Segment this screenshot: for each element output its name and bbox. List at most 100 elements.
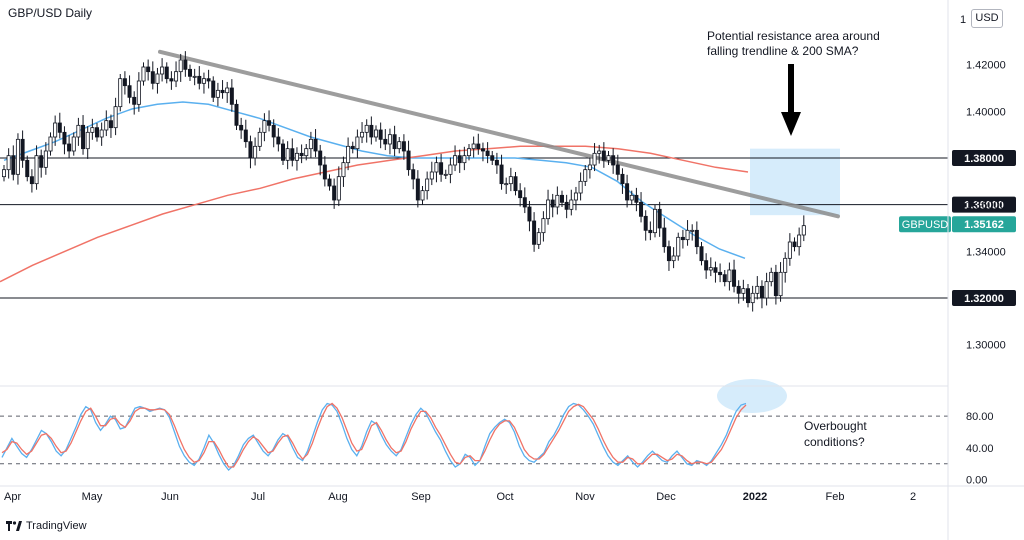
candle-body [620,173,625,185]
candle-body [546,199,551,220]
candle-body [48,136,53,152]
candle-body [676,236,681,257]
annotation-text: Overbought [804,419,867,433]
candle-body [257,131,262,147]
ytick-label: 1 [960,14,966,26]
candle-body [527,206,532,222]
candle-body [206,78,211,82]
candle-body [653,208,658,234]
candle-body [522,197,527,208]
level-label-bg [952,290,1016,306]
candle-body [332,185,337,201]
tradingview-brand[interactable]: TradingView [6,520,87,532]
symbol-badge: GBPUSD [902,219,949,231]
candle-body [71,136,76,152]
candle-body [118,78,123,108]
tradingview-logo-icon [6,521,22,531]
candle-body [480,148,485,152]
candle-body [466,148,471,157]
candle-body [360,131,365,138]
candle-body [308,138,313,150]
candle-body [239,124,244,131]
candle-body [415,178,420,201]
candle-body [253,145,258,159]
candle-body [225,87,230,94]
candle-body [485,150,490,157]
candle-body [643,215,648,231]
candle-body [592,152,597,166]
overbought-highlight [717,379,787,413]
candle-body [350,145,355,150]
candle-body [280,143,285,161]
candle-body [499,164,504,185]
ytick-label: 1.36000 [966,200,1006,212]
candlesticks [2,51,806,312]
candle-body [397,141,402,150]
candle-body [708,267,713,271]
candle-body [294,152,299,161]
candle-body [611,155,616,166]
candle-body [327,178,332,187]
candle-body [569,199,574,210]
candle-body [234,103,239,126]
candle-body [192,75,197,78]
candle-body [62,131,67,145]
candle-body [429,171,434,180]
annotations: Potential resistance area aroundfalling … [707,29,880,449]
month-label: Apr [4,491,21,503]
candle-body [132,96,137,105]
candle-body [43,150,48,168]
candle-body [155,73,160,84]
candle-body [587,164,592,171]
candle-body [53,122,58,138]
candle-body [406,150,411,171]
horizontal-levels: 1.38000 1.36000 1.32000 GBPUSD 1.35162 [0,150,1016,306]
annotation-text: falling trendline & 200 SMA? [707,44,859,58]
candle-body [229,87,234,105]
candle-body [81,124,86,150]
candle-body [434,162,439,173]
candle-body [778,271,783,297]
candle-body [271,124,276,138]
candle-body [457,155,462,164]
sma200-line [0,145,749,283]
candle-body [657,208,662,229]
level-label-bg [952,196,1016,213]
candle-body [215,89,220,98]
candle-body [299,152,304,157]
moving-averages [0,101,749,283]
stochastic-panel: 80.00 40.00 0.00 [0,379,994,487]
level-label-bg [952,150,1016,166]
candle-body [541,218,546,234]
candle-body [564,201,569,210]
candle-body [373,129,378,138]
month-label: Dec [656,491,676,503]
candle-body [6,155,11,171]
candle-body [629,194,634,201]
candle-body [476,143,481,150]
candle-body [606,155,611,161]
candle-body [304,148,309,157]
candle-body [290,148,295,161]
candle-body [759,285,764,299]
current-price-bg [952,216,1016,233]
candle-body [439,162,444,175]
candle-body [755,285,760,294]
candle-body [746,288,751,304]
month-label: Aug [328,491,348,503]
candle-body [15,138,20,175]
candle-body [346,145,351,164]
candle-body [741,288,746,294]
candle-body [583,169,588,182]
level-label: 1.36000 [964,200,1004,212]
candle-body [318,150,323,166]
candle-body [764,281,769,299]
candle-body [560,194,565,203]
candle-body [727,269,732,283]
candle-body [550,199,555,208]
candle-body [164,66,169,80]
candle-body [736,285,741,294]
candle-body [704,260,709,271]
currency-badge[interactable]: USD [971,9,1003,28]
